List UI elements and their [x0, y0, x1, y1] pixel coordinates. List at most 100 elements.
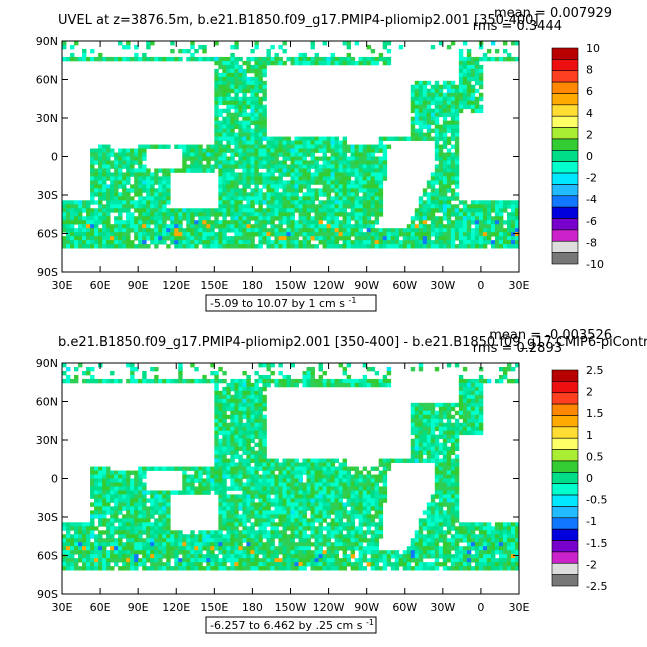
map-cell [454, 164, 460, 169]
map-cell [258, 430, 263, 436]
map-cell [338, 188, 344, 193]
map-cell [238, 128, 243, 133]
map-cell [234, 224, 239, 229]
map-cell [426, 232, 432, 237]
map-cell [118, 220, 123, 225]
map-cell [442, 208, 448, 213]
map-cell [186, 224, 191, 229]
map-cell [366, 180, 372, 185]
map-cell [434, 192, 440, 197]
map-cell [482, 208, 488, 213]
map-cell [454, 168, 460, 173]
map-cell [146, 526, 151, 531]
map-cell [318, 204, 323, 209]
map-cell [202, 486, 207, 491]
map-cell [486, 208, 492, 213]
map-cell [222, 378, 227, 384]
map-cell [438, 450, 444, 455]
map-cell [238, 112, 243, 118]
map-cell [418, 80, 424, 86]
map-cell [246, 514, 251, 519]
map-cell [346, 378, 352, 384]
map-cell [230, 462, 235, 467]
map-cell [442, 450, 448, 455]
map-cell [238, 418, 243, 424]
map-cell [150, 498, 155, 503]
map-cell [250, 224, 255, 229]
map-cell [382, 160, 388, 165]
map-cell [266, 494, 271, 499]
map-cell [458, 386, 464, 392]
map-cell [246, 56, 251, 62]
map-cell [122, 474, 127, 479]
map-cell [450, 426, 456, 432]
map-cell [246, 490, 251, 495]
map-cell [138, 200, 143, 205]
map-cell [318, 474, 323, 479]
map-cell [362, 482, 368, 487]
map-cell [182, 534, 187, 539]
map-cell [158, 518, 163, 523]
map-cell [226, 80, 231, 86]
map-cell [342, 41, 348, 46]
map-cell [266, 196, 271, 201]
map-cell [198, 148, 203, 153]
map-cell [254, 390, 259, 396]
map-cell [406, 228, 412, 233]
map-cell [190, 168, 195, 173]
map-cell [130, 212, 135, 217]
map-cell [214, 216, 219, 221]
map-cell [162, 204, 167, 209]
map-cell [186, 474, 191, 479]
map-cell [114, 470, 119, 475]
map-cell [266, 152, 271, 157]
map-cell [370, 148, 376, 153]
map-cell [102, 216, 107, 221]
map-cell [106, 522, 111, 527]
map-cell [350, 382, 356, 388]
map-cell [158, 378, 163, 384]
map-cell [446, 494, 452, 499]
map-cell [310, 370, 315, 376]
map-cell [374, 204, 380, 209]
map-cell [234, 510, 239, 515]
map-cell [318, 168, 323, 173]
map-cell [90, 514, 95, 519]
map-cell [126, 224, 131, 229]
map-cell [418, 232, 424, 237]
map-cell [274, 148, 279, 153]
map-cell [182, 490, 187, 495]
map-cell [254, 132, 259, 137]
map-cell [166, 506, 171, 511]
map-cell [446, 140, 452, 145]
map-cell [246, 172, 251, 177]
map-cell [262, 196, 267, 201]
map-cell [102, 478, 107, 483]
map-cell [506, 363, 512, 368]
map-cell [466, 398, 472, 404]
map-cell [158, 184, 163, 189]
map-cell [266, 232, 271, 237]
map-cell [474, 378, 480, 384]
map-cell [226, 212, 231, 217]
map-cell [338, 506, 344, 511]
map-cell [234, 96, 239, 102]
map-cell [354, 486, 360, 491]
map-cell [362, 530, 368, 535]
map-cell [278, 490, 283, 495]
map-cell [350, 522, 356, 527]
map-cell [290, 172, 295, 177]
map-cell [354, 208, 360, 213]
map-cell [66, 224, 71, 229]
map-cell [422, 124, 428, 130]
map-cell [446, 514, 452, 519]
map-cell [442, 410, 448, 416]
map-cell [478, 104, 484, 110]
map-cell [250, 522, 255, 527]
map-cell [258, 458, 263, 463]
map-cell [142, 490, 147, 495]
map-cell [438, 418, 444, 424]
map-cell [262, 418, 267, 424]
map-cell [146, 168, 151, 173]
map-cell [166, 180, 171, 185]
